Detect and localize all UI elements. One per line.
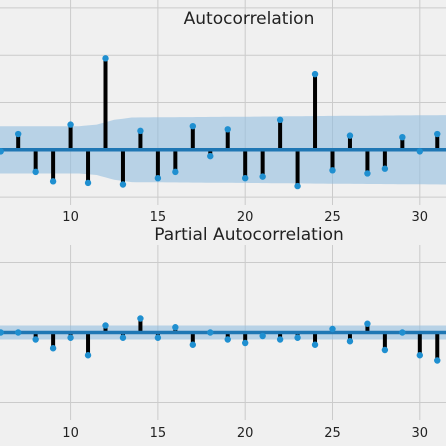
acf-point-lag-31 <box>434 130 441 138</box>
acf-point-lag-9 <box>49 178 57 185</box>
acf-point-lag-12 <box>102 55 109 62</box>
acf-point-lag-15 <box>154 174 162 182</box>
pacf-point-lag-24 <box>311 341 319 348</box>
pacf-point-lag-28 <box>381 346 389 354</box>
acf-point-lag-24 <box>311 70 319 78</box>
pacf-point-lag-23 <box>294 334 301 341</box>
acf-point-lag-16 <box>172 168 179 176</box>
acf-point-lag-27 <box>364 170 371 177</box>
acf-point-lag-26 <box>346 132 354 139</box>
acf-point-lag-13 <box>119 181 127 188</box>
acf-point-lag-29 <box>399 133 406 141</box>
pacf-point-lag-29 <box>399 329 406 336</box>
pacf-x-tick-label-10: 10 <box>62 426 79 441</box>
pacf-point-lag-15 <box>154 334 162 341</box>
acf-point-lag-19 <box>224 126 231 133</box>
pacf-point-lag-25 <box>329 325 336 333</box>
acf-x-tick-label-25: 25 <box>324 210 341 225</box>
pacf-chart-title: Partial Autocorrelation <box>154 225 344 245</box>
acf-point-lag-10 <box>67 121 74 128</box>
acf-point-lag-28 <box>381 165 389 172</box>
pacf-point-lag-8 <box>32 336 39 343</box>
pacf-point-lag-31 <box>434 357 441 364</box>
pacf-point-lag-6 <box>0 329 4 336</box>
pacf-point-lag-10 <box>67 334 74 341</box>
pacf-panel: 10 15 20 25 30 Partial Autocorrelation <box>0 225 446 441</box>
pacf-x-tick-labels: 10 15 20 25 30 <box>62 426 428 441</box>
acf-chart-title: Autocorrelation <box>184 9 315 29</box>
pacf-point-lag-20 <box>241 339 249 347</box>
acf-panel: 10 15 20 25 30 Autocorrelation <box>0 0 446 225</box>
pacf-point-lag-19 <box>224 336 231 343</box>
pacf-point-lag-13 <box>119 334 127 341</box>
acf-point-lag-23 <box>294 182 301 190</box>
pacf-point-lag-18 <box>207 329 214 336</box>
acf-point-lag-6 <box>0 148 4 155</box>
pacf-point-lag-21 <box>259 332 266 340</box>
acf-point-lag-18 <box>207 152 214 160</box>
pacf-point-lag-11 <box>84 352 92 359</box>
pacf-x-tick-label-20: 20 <box>237 426 254 441</box>
acf-point-lag-30 <box>416 148 424 155</box>
pacf-point-lag-17 <box>189 341 197 348</box>
acf-point-lag-22 <box>276 116 284 124</box>
pacf-point-lag-26 <box>346 338 354 345</box>
acf-point-lag-11 <box>84 179 92 187</box>
pacf-point-lag-12 <box>102 322 109 329</box>
acf-x-tick-label-15: 15 <box>150 210 167 225</box>
acf-point-lag-8 <box>32 168 39 176</box>
pacf-point-lag-30 <box>416 352 424 359</box>
acf-point-lag-7 <box>14 130 22 138</box>
pacf-point-lag-16 <box>172 324 179 331</box>
acf-point-lag-20 <box>241 174 249 182</box>
pacf-markers <box>0 315 441 364</box>
acf-x-tick-labels: 10 15 20 25 30 <box>62 210 428 225</box>
acf-x-tick-label-20: 20 <box>237 210 254 225</box>
acf-x-tick-label-10: 10 <box>62 210 79 225</box>
pacf-point-lag-22 <box>276 336 284 343</box>
pacf-x-tick-label-25: 25 <box>324 426 341 441</box>
acf-point-lag-14 <box>137 127 144 135</box>
pacf-point-lag-9 <box>49 345 57 352</box>
pacf-x-tick-label-15: 15 <box>150 426 167 441</box>
pacf-point-lag-7 <box>14 329 22 336</box>
acf-x-tick-label-30: 30 <box>412 210 429 225</box>
acf-point-lag-25 <box>329 167 336 174</box>
pacf-point-lag-27 <box>364 320 371 327</box>
pacf-point-lag-14 <box>137 315 144 322</box>
acf-point-lag-21 <box>259 173 266 180</box>
acf-point-lag-17 <box>189 122 197 130</box>
pacf-x-tick-label-30: 30 <box>412 426 429 441</box>
acf-markers <box>0 55 441 190</box>
